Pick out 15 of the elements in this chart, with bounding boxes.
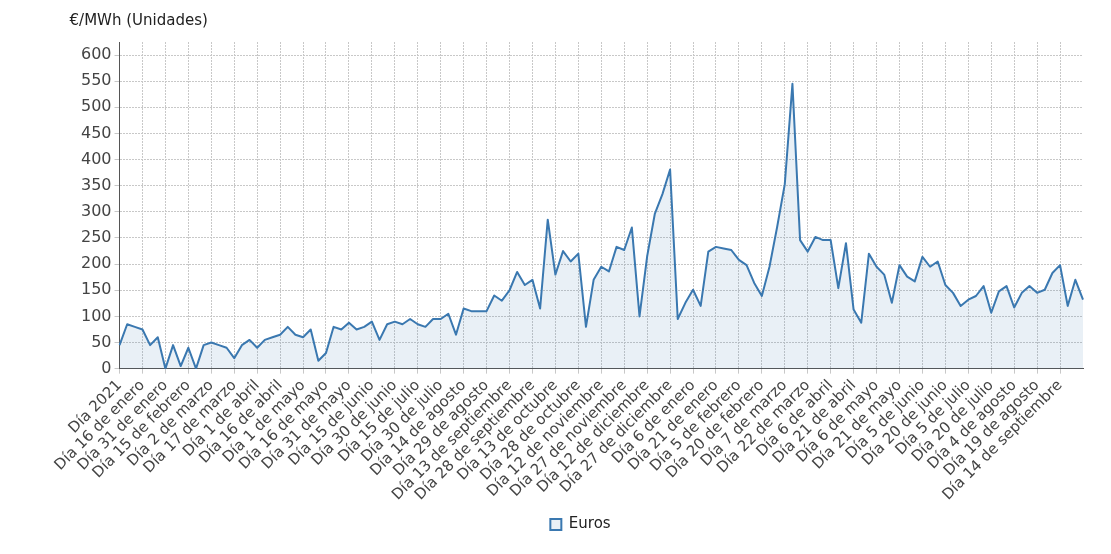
y-tick-label: 550 <box>80 70 112 90</box>
y-tick-label: 200 <box>80 253 112 273</box>
y-tick-label: 450 <box>80 122 112 142</box>
y-tick-label: 600 <box>80 44 112 64</box>
y-axis-title: €/MWh (Unidades) <box>69 11 208 30</box>
y-tick-label: 50 <box>91 331 112 351</box>
y-tick-label: 150 <box>80 279 112 299</box>
y-tick-label: 300 <box>80 201 112 221</box>
y-tick-label: 250 <box>80 227 112 247</box>
legend-label: Euros <box>568 514 611 533</box>
y-tick-label: 350 <box>80 174 112 194</box>
y-tick-label: 500 <box>80 96 112 116</box>
y-tick-label: 400 <box>80 148 112 168</box>
y-tick-label: 100 <box>80 305 112 325</box>
y-tick-label: 0 <box>101 357 112 377</box>
